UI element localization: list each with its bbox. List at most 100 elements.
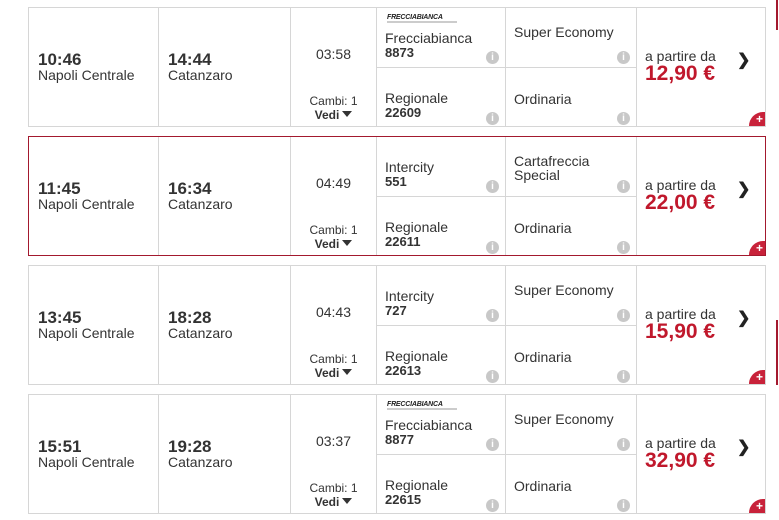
trains: FRECCIABIANCA Frecciabianca 8877 i Regio… bbox=[377, 395, 506, 513]
fare-cell[interactable]: Super Economy i bbox=[506, 266, 636, 326]
details-toggle[interactable]: Vedi bbox=[291, 366, 376, 380]
duration-cell: 03:37 Cambi: 1 Vedi bbox=[291, 395, 377, 513]
arrival-station: Catanzaro bbox=[168, 325, 233, 341]
price: 12,90 € bbox=[645, 62, 716, 85]
departure-station: Napoli Centrale bbox=[38, 325, 135, 341]
info-icon[interactable]: i bbox=[486, 180, 499, 193]
fares: Cartafreccia Special i Ordinaria i bbox=[506, 137, 637, 255]
fare-cell[interactable]: Ordinaria i bbox=[506, 197, 636, 257]
fare-cell[interactable]: Super Economy i bbox=[506, 395, 636, 455]
fare-cell[interactable]: Ordinaria i bbox=[506, 455, 636, 515]
info-icon[interactable]: i bbox=[617, 370, 630, 383]
train-type: Intercity bbox=[385, 159, 435, 175]
train-leg: FRECCIABIANCA Frecciabianca 8877 i bbox=[377, 395, 505, 455]
train-leg: Regionale 22615 i bbox=[377, 455, 505, 515]
duration-cell: 04:49 Cambi: 1 Vedi bbox=[291, 137, 377, 255]
details-label: Vedi bbox=[314, 237, 340, 251]
info-icon[interactable]: i bbox=[617, 241, 630, 254]
fare-name: Ordinaria bbox=[514, 478, 572, 494]
fare-name: Super Economy bbox=[514, 411, 614, 427]
duration: 04:43 bbox=[315, 304, 352, 320]
fare-cell[interactable]: Ordinaria i bbox=[506, 326, 636, 386]
info-icon[interactable]: i bbox=[486, 309, 499, 322]
details-label: Vedi bbox=[314, 366, 340, 380]
info-icon[interactable]: i bbox=[617, 309, 630, 322]
fares: Super Economy i Ordinaria i bbox=[506, 266, 637, 384]
trains: Intercity 727 i Regionale 22613 i bbox=[377, 266, 506, 384]
train-leg: Regionale 22609 i bbox=[377, 68, 505, 128]
departure-station: Napoli Centrale bbox=[38, 67, 135, 83]
info-icon[interactable]: i bbox=[617, 51, 630, 64]
arrival: 16:34 Catanzaro bbox=[159, 137, 291, 255]
arrival-station: Catanzaro bbox=[168, 67, 233, 83]
info-icon[interactable]: i bbox=[486, 51, 499, 64]
fare-name: Super Economy bbox=[514, 282, 614, 298]
frecciabianca-logo: FRECCIABIANCA bbox=[387, 14, 457, 23]
departure: 13:45 Napoli Centrale bbox=[29, 266, 159, 384]
info-icon[interactable]: i bbox=[617, 112, 630, 125]
solution-row[interactable]: 10:46 Napoli Centrale 14:44 Catanzaro 03… bbox=[28, 7, 766, 127]
details-toggle[interactable]: Vedi bbox=[291, 495, 376, 509]
arrival-time: 18:28 bbox=[168, 308, 212, 327]
duration: 04:49 bbox=[315, 175, 352, 191]
arrival-station: Catanzaro bbox=[168, 196, 233, 212]
info-icon[interactable]: i bbox=[617, 438, 630, 451]
from-label: a partire da bbox=[645, 306, 716, 322]
train-number: 22615 bbox=[385, 492, 422, 507]
info-icon[interactable]: i bbox=[617, 499, 630, 512]
departure-time: 15:51 bbox=[38, 437, 82, 456]
info-icon[interactable]: i bbox=[486, 241, 499, 254]
price-cell[interactable]: a partire da 12,90 € ❯ + bbox=[637, 8, 765, 126]
scrollbar-marker bbox=[776, 320, 778, 385]
plus-icon[interactable]: + bbox=[749, 112, 765, 126]
chevron-right-icon[interactable]: ❯ bbox=[737, 181, 751, 198]
train-leg: Intercity 551 i bbox=[377, 137, 505, 197]
train-number: 22613 bbox=[385, 363, 422, 378]
train-leg: Intercity 727 i bbox=[377, 266, 505, 326]
fares: Super Economy i Ordinaria i bbox=[506, 8, 637, 126]
plus-icon[interactable]: + bbox=[749, 370, 765, 384]
chevron-right-icon[interactable]: ❯ bbox=[737, 310, 751, 327]
details-label: Vedi bbox=[314, 108, 340, 122]
price: 15,90 € bbox=[645, 320, 716, 343]
arrival-time: 19:28 bbox=[168, 437, 212, 456]
duration: 03:37 bbox=[315, 433, 352, 449]
info-icon[interactable]: i bbox=[486, 438, 499, 451]
solution-row[interactable]: 13:45 Napoli Centrale 18:28 Catanzaro 04… bbox=[28, 265, 766, 385]
price: 22,00 € bbox=[645, 191, 716, 214]
details-toggle[interactable]: Vedi bbox=[291, 108, 376, 122]
details-toggle[interactable]: Vedi bbox=[291, 237, 376, 251]
solution-row[interactable]: 11:45 Napoli Centrale 16:34 Catanzaro 04… bbox=[28, 136, 766, 256]
train-number: 551 bbox=[385, 174, 407, 189]
price-cell[interactable]: a partire da 32,90 € ❯ + bbox=[637, 395, 765, 513]
fares: Super Economy i Ordinaria i bbox=[506, 395, 637, 513]
fare-cell[interactable]: Super Economy i bbox=[506, 8, 636, 68]
train-type: Regionale bbox=[385, 219, 449, 235]
duration-cell: 04:43 Cambi: 1 Vedi bbox=[291, 266, 377, 384]
trains: FRECCIABIANCA Frecciabianca 8873 i Regio… bbox=[377, 8, 506, 126]
price-cell[interactable]: a partire da 22,00 € ❯ + bbox=[637, 137, 765, 255]
solution-row[interactable]: 15:51 Napoli Centrale 19:28 Catanzaro 03… bbox=[28, 394, 766, 514]
info-icon[interactable]: i bbox=[486, 112, 499, 125]
price-cell[interactable]: a partire da 15,90 € ❯ + bbox=[637, 266, 765, 384]
info-icon[interactable]: i bbox=[486, 370, 499, 383]
fare-name: Ordinaria bbox=[514, 91, 572, 107]
details-label: Vedi bbox=[314, 495, 340, 509]
changes: Cambi: 1 bbox=[309, 352, 358, 366]
fare-name: Ordinaria bbox=[514, 220, 572, 236]
arrival: 19:28 Catanzaro bbox=[159, 395, 291, 513]
info-icon[interactable]: i bbox=[486, 499, 499, 512]
info-icon[interactable]: i bbox=[617, 180, 630, 193]
departure: 11:45 Napoli Centrale bbox=[29, 137, 159, 255]
caret-down-icon bbox=[342, 240, 353, 246]
chevron-right-icon[interactable]: ❯ bbox=[737, 52, 751, 69]
from-label: a partire da bbox=[645, 48, 716, 64]
fare-cell[interactable]: Cartafreccia Special i bbox=[506, 137, 636, 197]
train-type: Frecciabianca bbox=[385, 30, 473, 46]
plus-icon[interactable]: + bbox=[749, 499, 765, 513]
chevron-right-icon[interactable]: ❯ bbox=[737, 439, 751, 456]
plus-icon[interactable]: + bbox=[749, 241, 765, 255]
fare-cell[interactable]: Ordinaria i bbox=[506, 68, 636, 128]
arrival: 18:28 Catanzaro bbox=[159, 266, 291, 384]
train-type: Regionale bbox=[385, 90, 449, 106]
